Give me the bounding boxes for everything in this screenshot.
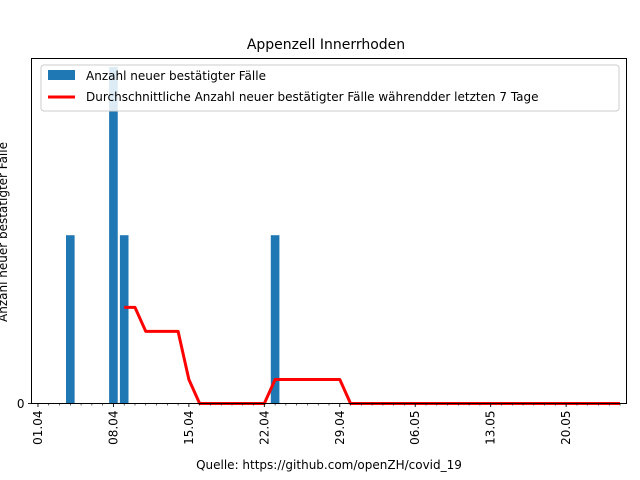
x-tick-label: 08.04: [106, 411, 120, 445]
legend-label-line: Durchschnittliche Anzahl neuer bestätigt…: [86, 90, 539, 104]
x-tick-label: 06.05: [408, 411, 422, 445]
x-axis-label: Quelle: https://github.com/openZH/covid_…: [196, 458, 462, 472]
legend-label-bars: Anzahl neuer bestätigter Fälle: [86, 69, 266, 83]
x-tick-label: 29.04: [333, 411, 347, 445]
legend-box: [40, 64, 620, 112]
x-tick-label: 01.04: [31, 411, 45, 445]
plot-area: [65, 66, 621, 405]
bar-3: [270, 235, 280, 404]
bar-1: [109, 66, 118, 404]
y-axis-label: Anzahl neuer bestätigter Fälle: [0, 142, 10, 322]
legend-swatch-bars: [48, 70, 75, 80]
x-axis: 01.04 08.04 15.04 22.04 29.04 06.05 13.05 20.05: [31, 403, 621, 445]
y-tick-label: 0: [17, 397, 25, 411]
line-7day-average: [124, 305, 621, 405]
legend: Anzahl neuer bestätigter Fälle Durchschn…: [40, 64, 620, 112]
y-axis: 0: [17, 397, 32, 411]
chart-title: Appenzell Innerrhoden: [247, 37, 405, 53]
x-tick-label: 13.05: [484, 411, 498, 445]
x-tick-label: 22.04: [257, 411, 271, 445]
bar-0: [65, 235, 75, 404]
bar-2: [119, 235, 129, 404]
x-tick-label: 20.05: [559, 411, 573, 445]
x-tick-label: 15.04: [182, 411, 196, 445]
